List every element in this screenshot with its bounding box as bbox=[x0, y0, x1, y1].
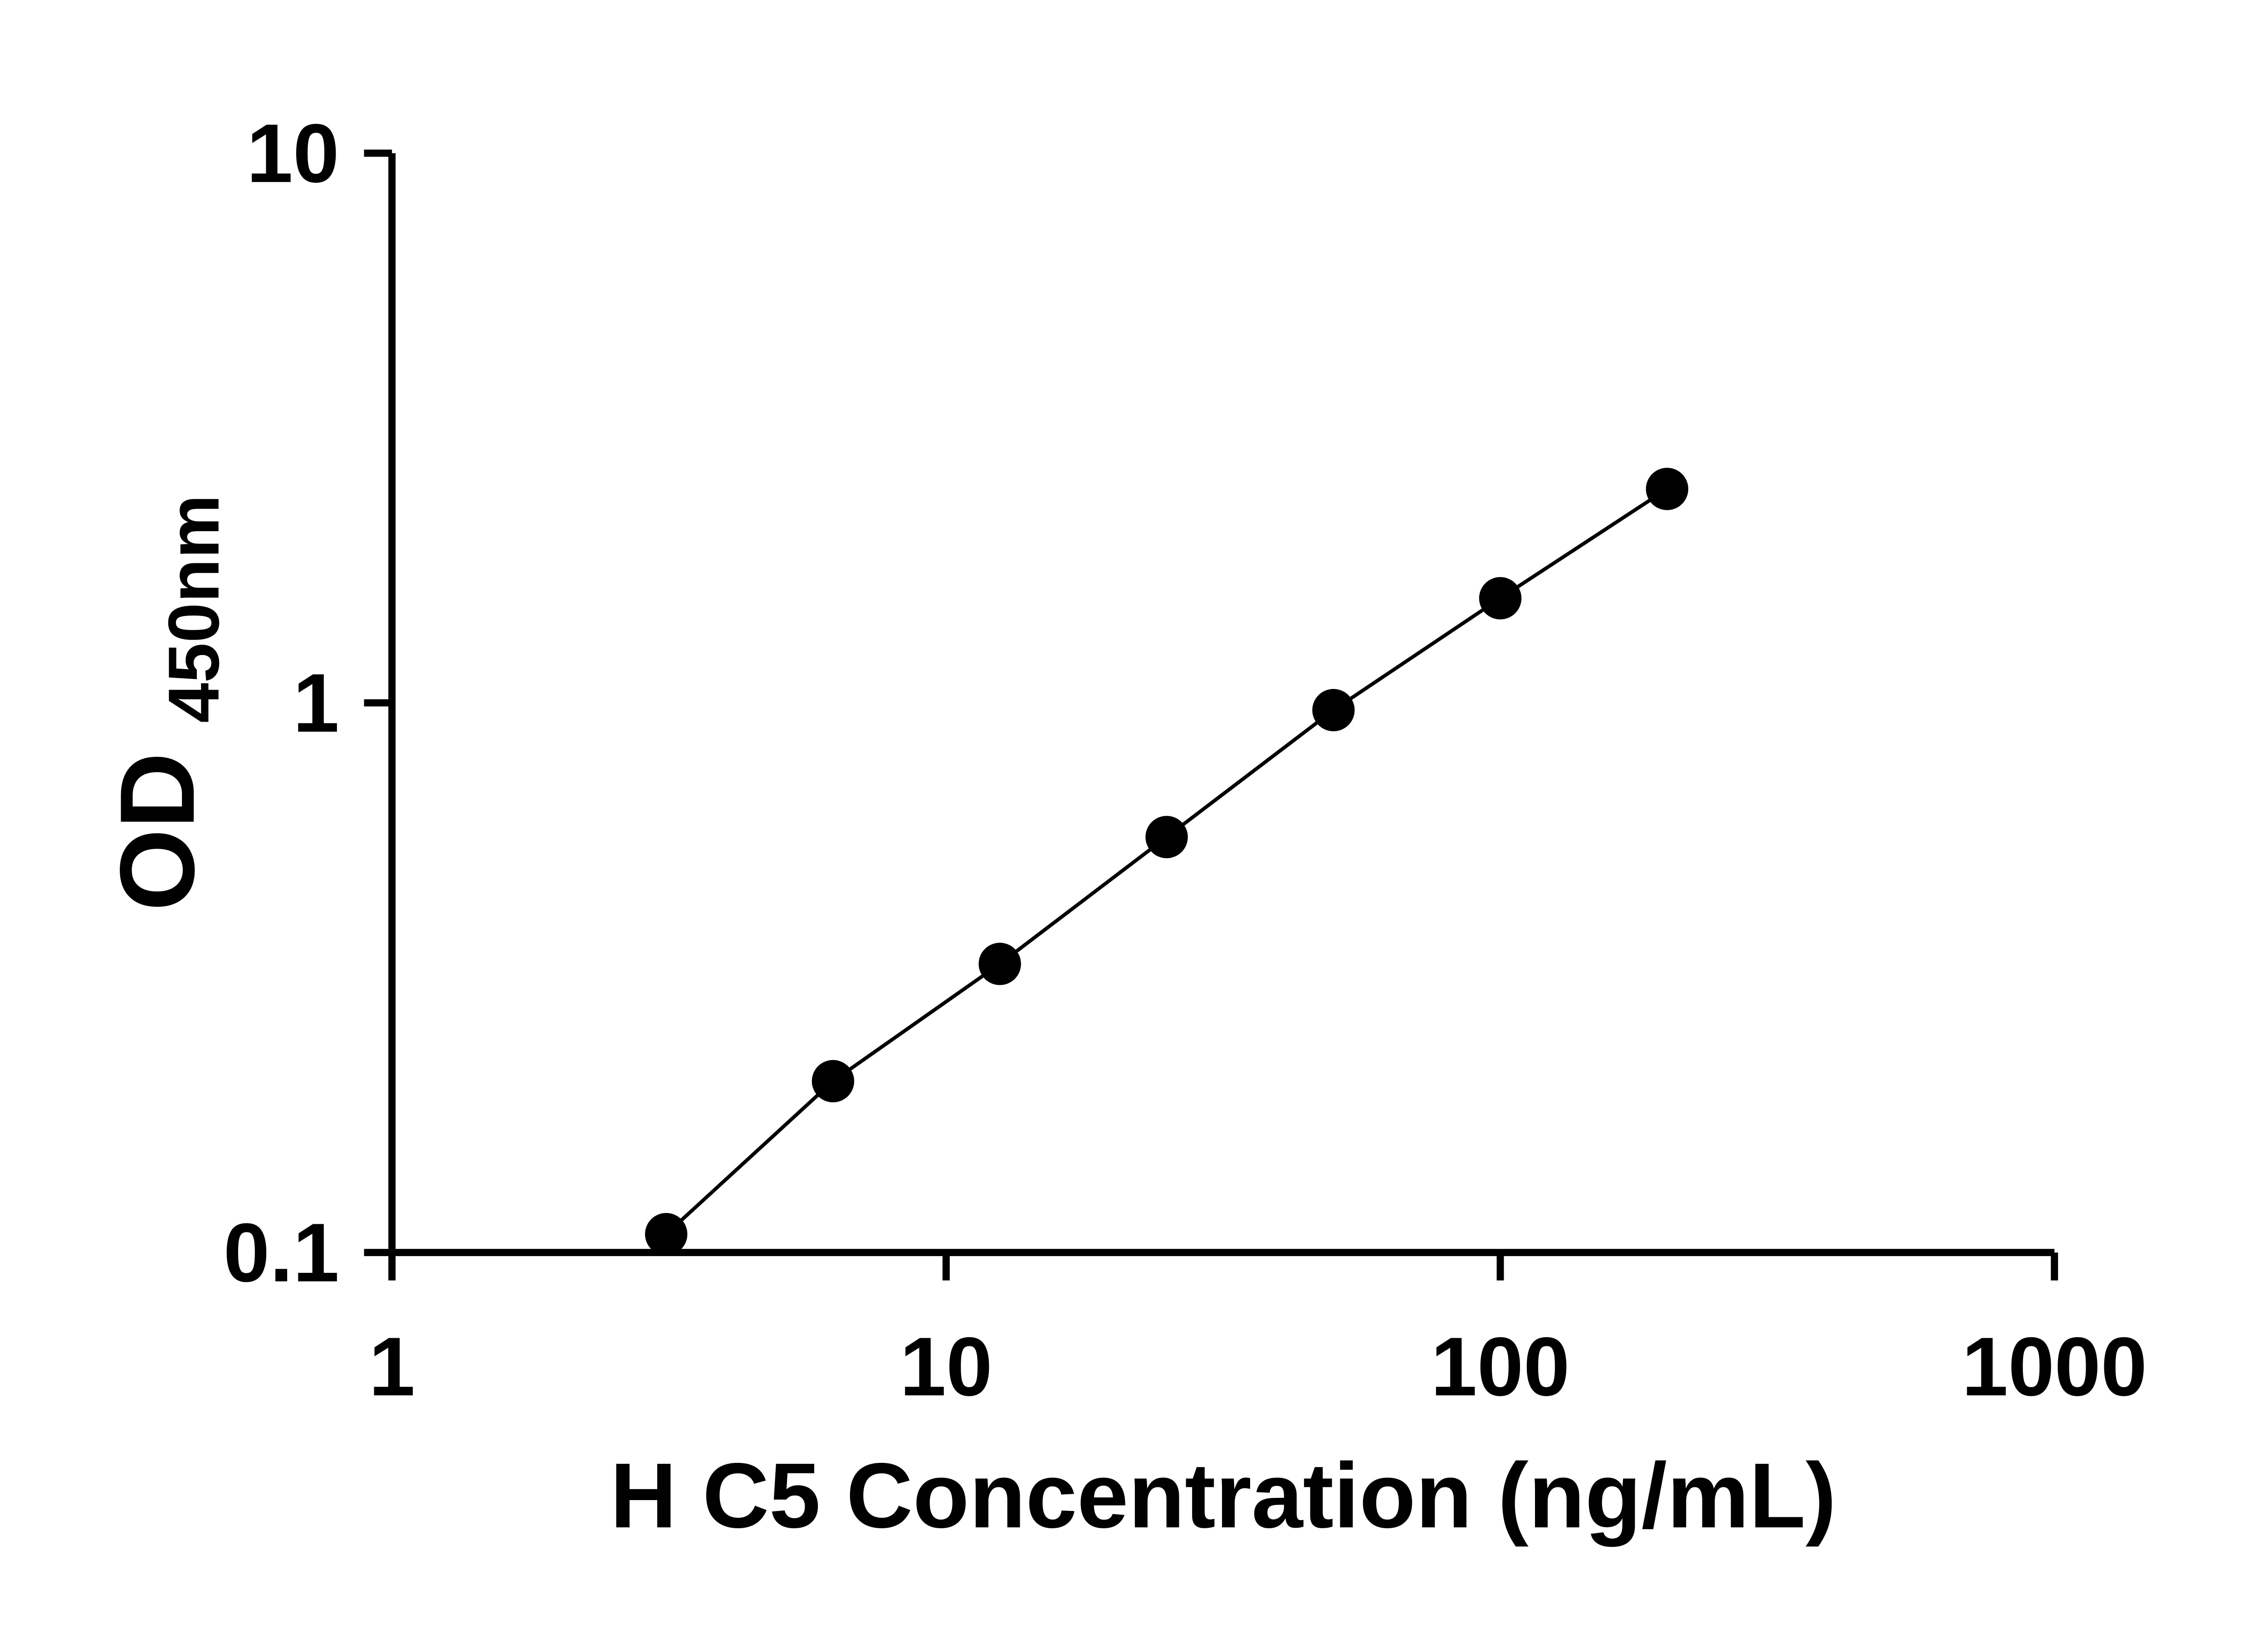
x-axis-title: H C5 Concentration (ng/mL) bbox=[610, 1444, 1836, 1547]
data-point bbox=[1479, 577, 1522, 620]
data-point bbox=[811, 1060, 855, 1103]
y-tick-label: 10 bbox=[247, 107, 339, 200]
x-tick-label: 100 bbox=[1431, 1320, 1570, 1413]
data-point bbox=[645, 1213, 688, 1256]
y-tick-label: 0.1 bbox=[223, 1206, 339, 1299]
x-tick-label: 1000 bbox=[1962, 1320, 2147, 1413]
x-tick-label: 10 bbox=[900, 1320, 992, 1413]
y-axis-title-subscript: 450nm bbox=[153, 494, 234, 723]
x-tick-label: 1 bbox=[369, 1320, 415, 1413]
data-point bbox=[1312, 689, 1355, 732]
axis-spine bbox=[388, 153, 2055, 1257]
y-tick-label: 1 bbox=[293, 656, 339, 749]
data-series-layer bbox=[645, 468, 1688, 1256]
y-axis-title-main: OD bbox=[98, 753, 216, 911]
y-axis-title: OD 450nm bbox=[98, 494, 234, 911]
data-point bbox=[1145, 816, 1188, 858]
data-point bbox=[978, 943, 1021, 985]
axes-layer: 1 10 100 1000 0.1 1 10 bbox=[223, 107, 2147, 1413]
data-point bbox=[1646, 468, 1688, 510]
